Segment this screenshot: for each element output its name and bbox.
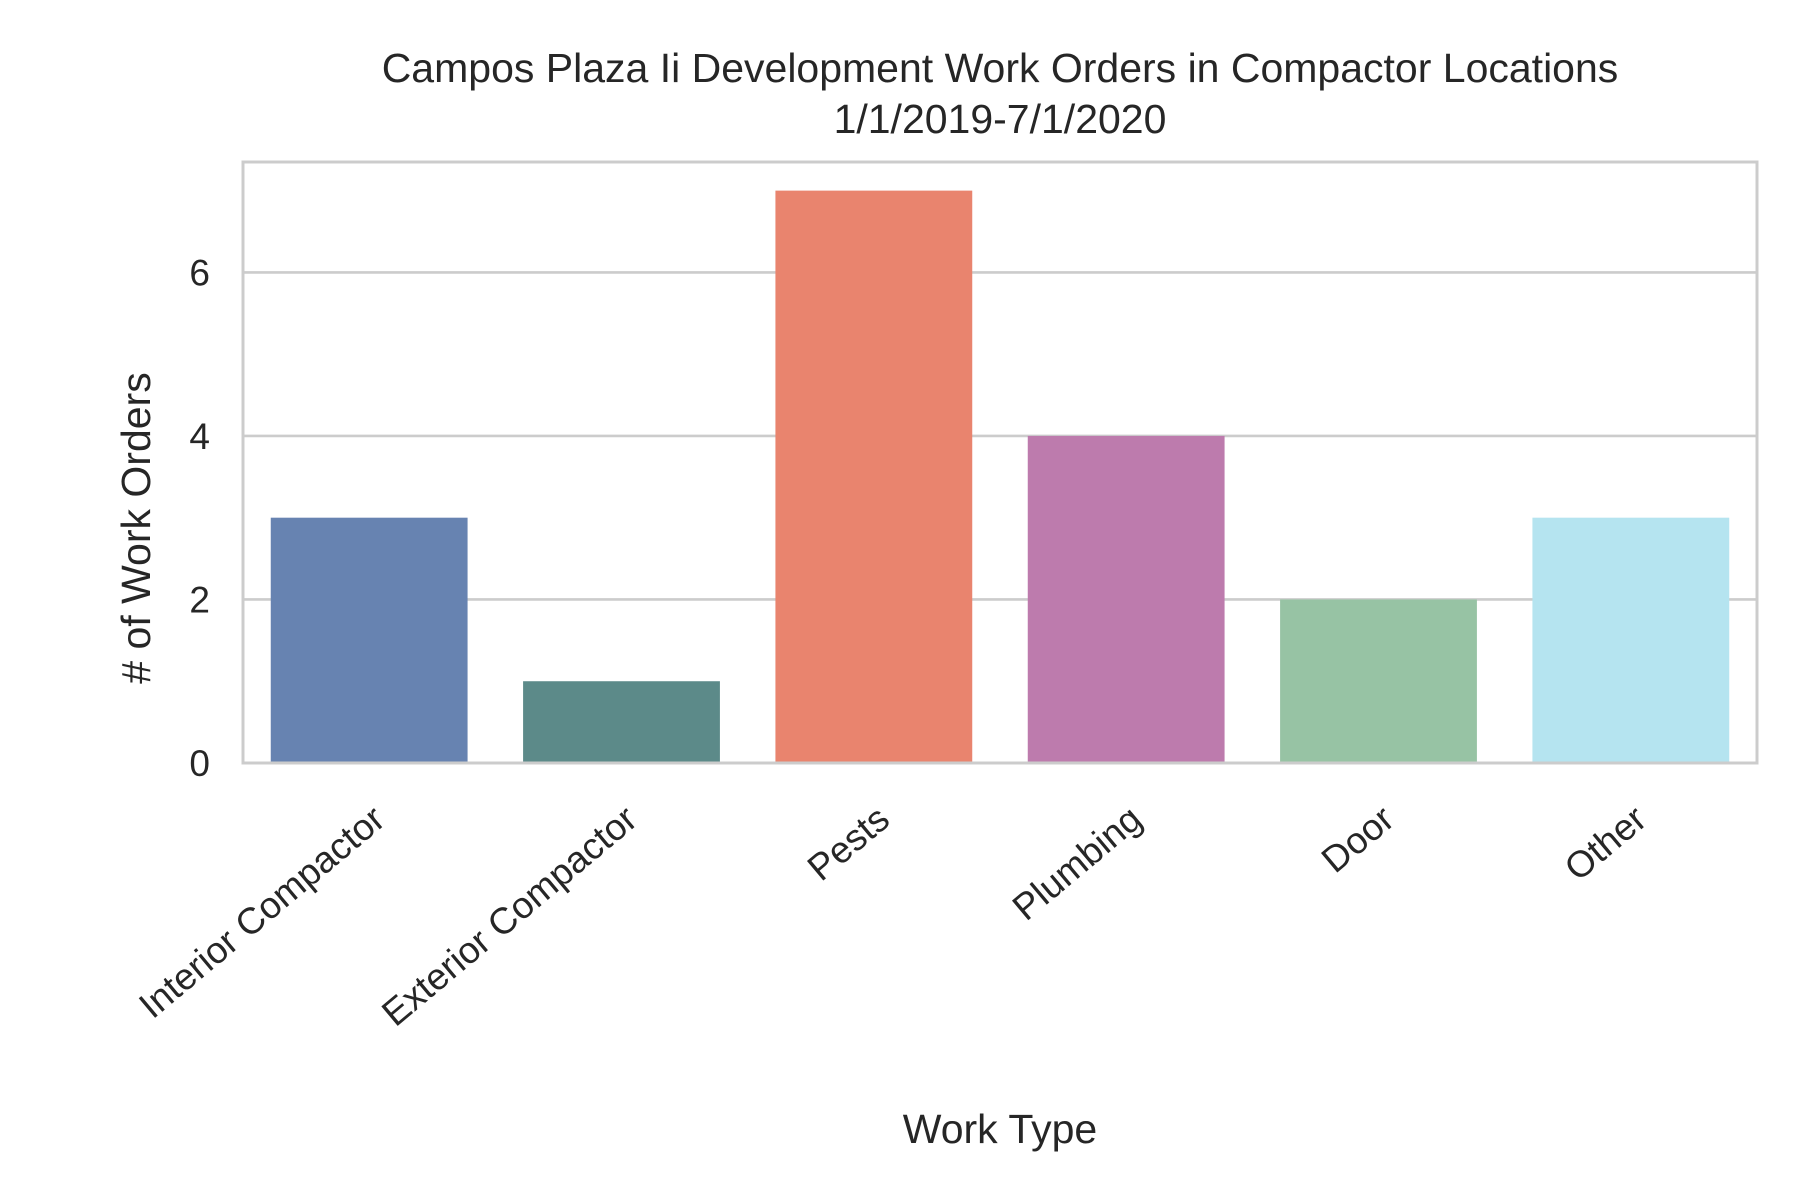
bar-plumbing	[1027, 435, 1225, 763]
bar-exterior-compactor	[523, 681, 720, 763]
bars	[270, 190, 1730, 764]
y-axis-label: # of Work Orders	[113, 372, 159, 683]
y-tick-labels: 0 2 4 6	[189, 252, 210, 784]
bar-other	[1532, 517, 1730, 763]
y-tick-label-0: 0	[189, 743, 210, 784]
chart-subtitle: 1/1/2019-7/1/2020	[834, 96, 1167, 142]
chart-title: Campos Plaza Ii Development Work Orders …	[382, 45, 1619, 91]
bar-door	[1280, 599, 1477, 763]
y-tick-label-4: 4	[189, 416, 210, 457]
x-axis-label: Work Type	[903, 1106, 1097, 1152]
plot-frame	[241, 160, 1759, 765]
bar-pests	[775, 190, 973, 764]
y-tick-label-2: 2	[189, 579, 210, 620]
bar-interior-compactor	[270, 517, 468, 763]
y-tick-label-6: 6	[189, 252, 210, 293]
y-gridlines	[243, 271, 1757, 601]
